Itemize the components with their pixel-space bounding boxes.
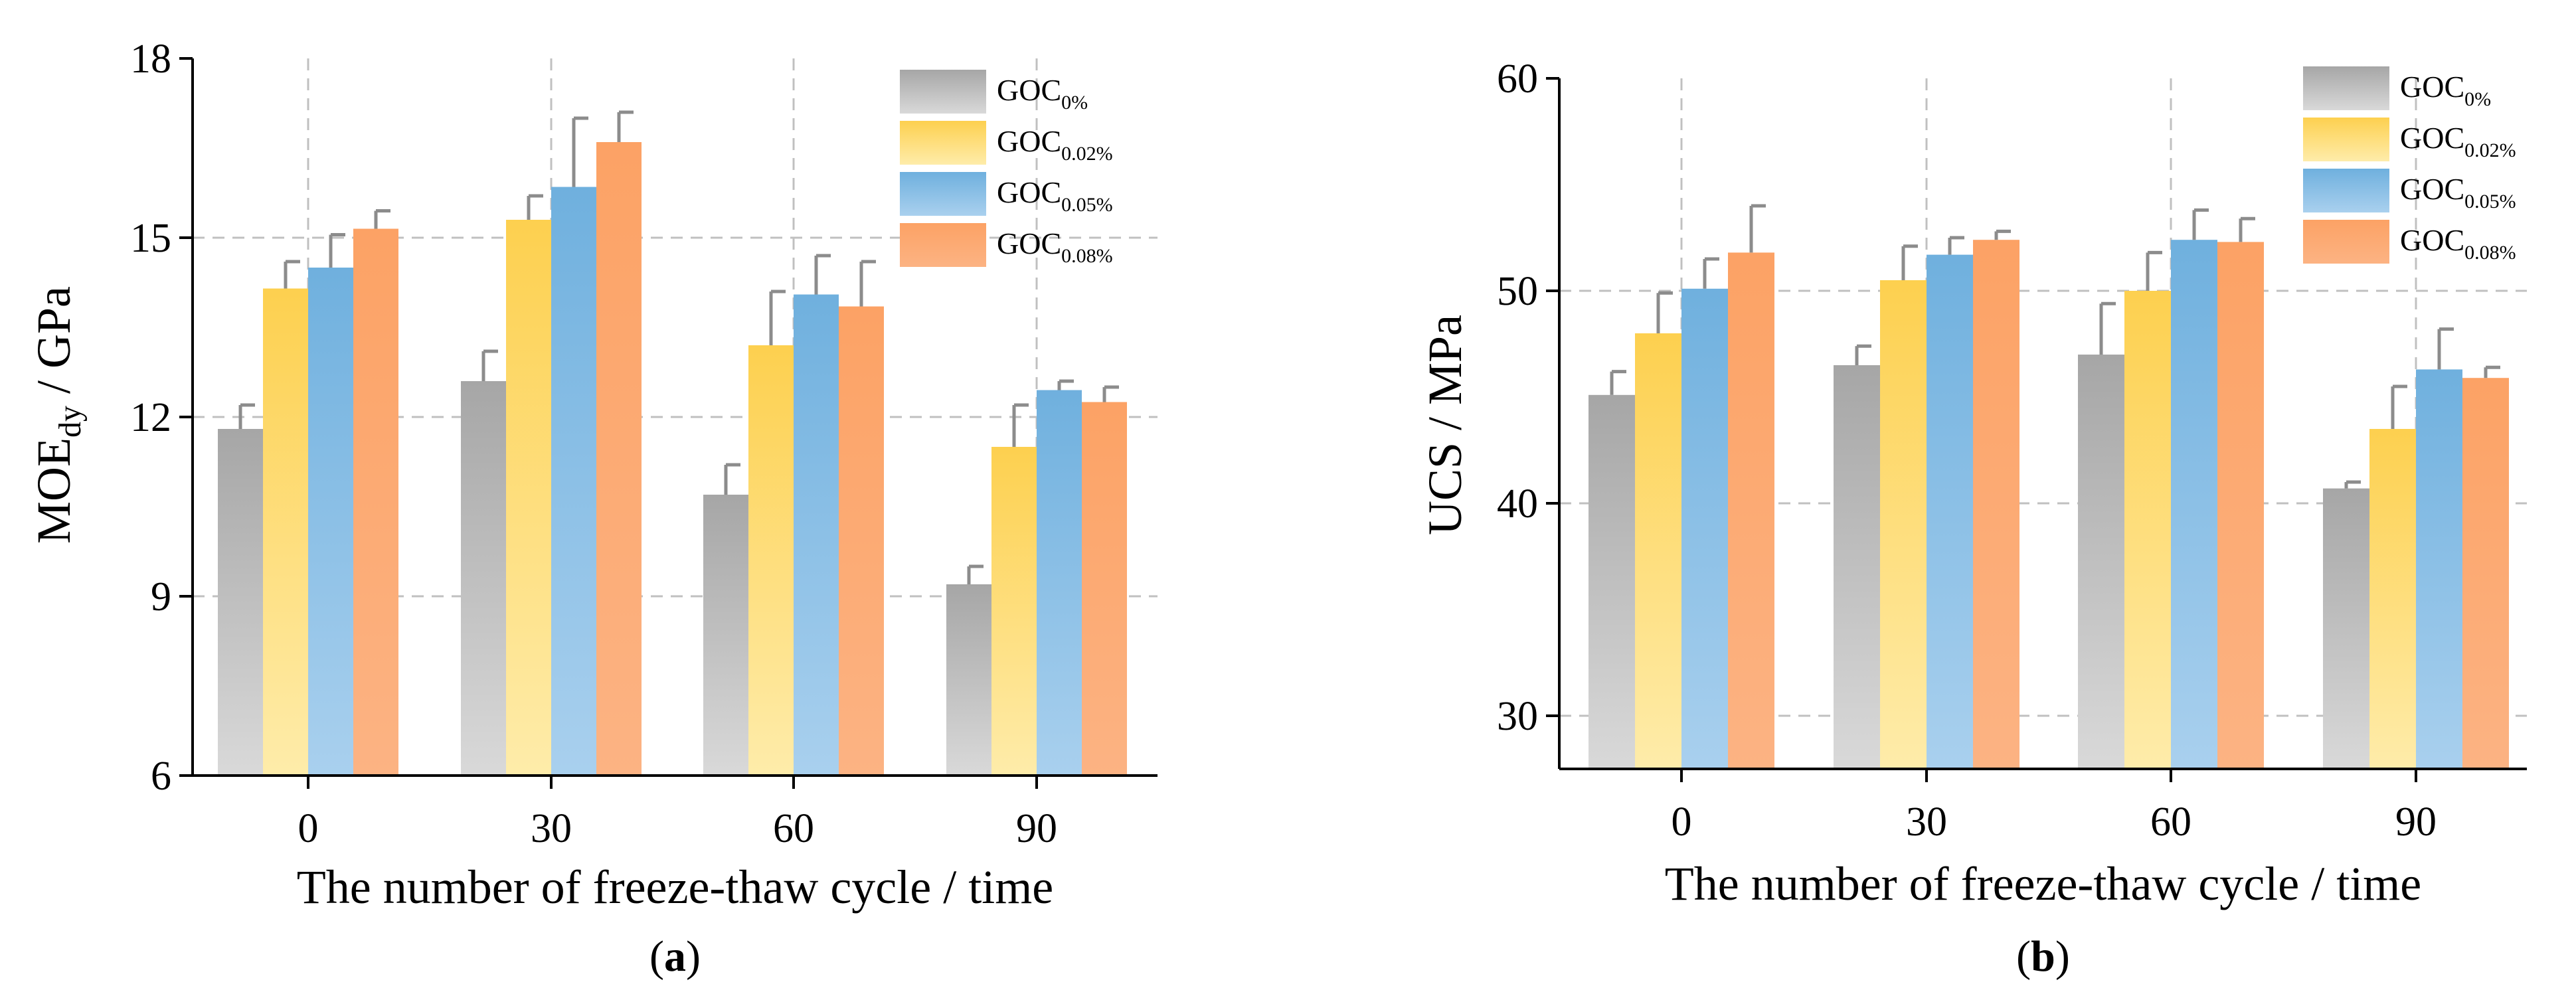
bar-goc0-cat-30 xyxy=(1834,365,1880,769)
legend-swatch xyxy=(2303,169,2389,212)
bar-goc005-cat-60 xyxy=(2171,240,2217,769)
legend-label: GOC0% xyxy=(2400,70,2491,110)
x-axis-title: The number of freeze-thaw cycle / time xyxy=(1665,857,2421,910)
bars xyxy=(218,110,1127,776)
y-tick-label: 15 xyxy=(130,216,171,261)
bar-goc0-cat-60 xyxy=(2078,355,2124,769)
panel-label: (b) xyxy=(2016,932,2070,981)
y-axis-title-main: MOE xyxy=(27,438,80,544)
axes: 30 40 50 60 0 30 60 90 xyxy=(1497,56,2527,845)
x-tick-label: 0 xyxy=(1672,799,1692,845)
bar-goc002-cat-0 xyxy=(263,288,308,776)
legend-swatch xyxy=(900,70,986,114)
bar-goc008-cat-60 xyxy=(839,306,884,776)
axes: 6 9 12 15 18 0 30 60 90 xyxy=(130,37,1158,851)
legend-label: GOC0.02% xyxy=(2400,121,2516,161)
x-tick-label: 90 xyxy=(1016,806,1057,851)
legend-swatch xyxy=(2303,66,2389,110)
bar-goc0-cat-0 xyxy=(1589,394,1635,769)
legend: GOC0% GOC0.02% GOC0.05% GOC0.08% xyxy=(900,70,1113,267)
bars xyxy=(1589,204,2509,770)
y-tick-label: 6 xyxy=(151,754,171,799)
bar-goc002-cat-90 xyxy=(2369,429,2416,769)
bar-goc0-cat-30 xyxy=(461,381,506,776)
x-tick-label: 0 xyxy=(298,806,319,851)
bar-goc0-cat-90 xyxy=(2323,488,2369,769)
legend-swatch xyxy=(2303,220,2389,264)
bar-goc008-cat-0 xyxy=(1728,252,1774,769)
bar-goc008-cat-90 xyxy=(2462,378,2509,769)
legend-label: GOC0.02% xyxy=(997,124,1113,165)
bar-goc008-cat-30 xyxy=(596,142,642,776)
x-tick-label: 90 xyxy=(2395,799,2437,845)
y-tick-label: 30 xyxy=(1497,694,1538,739)
bar-goc005-cat-90 xyxy=(2416,369,2462,769)
y-tick-label: 60 xyxy=(1497,56,1538,102)
x-tick-label: 30 xyxy=(531,806,572,851)
legend-label: GOC0.05% xyxy=(2400,172,2516,212)
y-tick-label: 9 xyxy=(151,574,171,620)
y-axis-title-unit: / GPa xyxy=(27,286,80,406)
bar-goc008-cat-0 xyxy=(353,228,398,776)
y-axis-title: UCS / MPa xyxy=(1418,315,1472,535)
y-tick-label: 12 xyxy=(130,395,171,440)
y-tick-label: 40 xyxy=(1497,481,1538,527)
x-tick-label: 60 xyxy=(773,806,814,851)
y-axis-title: MOEdy / GPa xyxy=(27,286,88,544)
legend-label: GOC0% xyxy=(997,73,1088,114)
bar-goc005-cat-30 xyxy=(1927,254,1973,770)
x-axis-title: The number of freeze-thaw cycle / time xyxy=(297,861,1053,914)
bar-goc008-cat-60 xyxy=(2217,242,2264,769)
y-axis-title-sub: dy xyxy=(52,406,88,438)
y-axis-title-main: UCS / MPa xyxy=(1418,315,1472,535)
legend-swatch xyxy=(2303,118,2389,161)
legend-swatch xyxy=(900,172,986,216)
bar-goc005-cat-0 xyxy=(1681,288,1728,769)
bar-goc008-cat-30 xyxy=(1973,240,2019,769)
chart-b: 30 40 50 60 0 30 60 90 The number of freeze-thaw… xyxy=(1418,56,2527,981)
bar-goc002-cat-90 xyxy=(991,447,1037,776)
y-tick-label: 18 xyxy=(130,37,171,82)
legend-label: GOC0.05% xyxy=(997,175,1113,216)
panel-letter: a xyxy=(664,932,686,981)
chart-a: 6 9 12 15 18 0 30 60 90 The number of freeze-thaw… xyxy=(27,37,1158,981)
panel-label: (a) xyxy=(649,932,701,981)
legend: GOC0% GOC0.02% GOC0.05% GOC0.08% xyxy=(2303,66,2516,264)
panel-letter: b xyxy=(2031,932,2055,981)
legend-swatch xyxy=(900,121,986,165)
bar-goc002-cat-0 xyxy=(1635,333,1681,769)
x-tick-label: 60 xyxy=(2150,799,2191,845)
bar-goc0-cat-0 xyxy=(218,429,263,776)
x-tick-label: 30 xyxy=(1906,799,1947,845)
bar-goc005-cat-90 xyxy=(1037,390,1082,776)
bar-goc002-cat-30 xyxy=(1880,280,1927,769)
legend-label: GOC0.08% xyxy=(2400,223,2516,264)
bar-goc002-cat-60 xyxy=(748,345,794,776)
legend-swatch xyxy=(900,223,986,267)
legend-label: GOC0.08% xyxy=(997,226,1113,267)
bar-goc002-cat-60 xyxy=(2124,291,2171,769)
bar-goc0-cat-90 xyxy=(946,584,991,776)
bar-goc005-cat-60 xyxy=(794,294,839,776)
y-tick-label: 50 xyxy=(1497,269,1538,314)
bar-goc002-cat-30 xyxy=(506,220,551,776)
bar-goc005-cat-30 xyxy=(551,187,596,776)
bar-goc008-cat-90 xyxy=(1082,402,1127,776)
bar-goc005-cat-0 xyxy=(308,268,353,776)
bar-goc0-cat-60 xyxy=(703,495,748,776)
